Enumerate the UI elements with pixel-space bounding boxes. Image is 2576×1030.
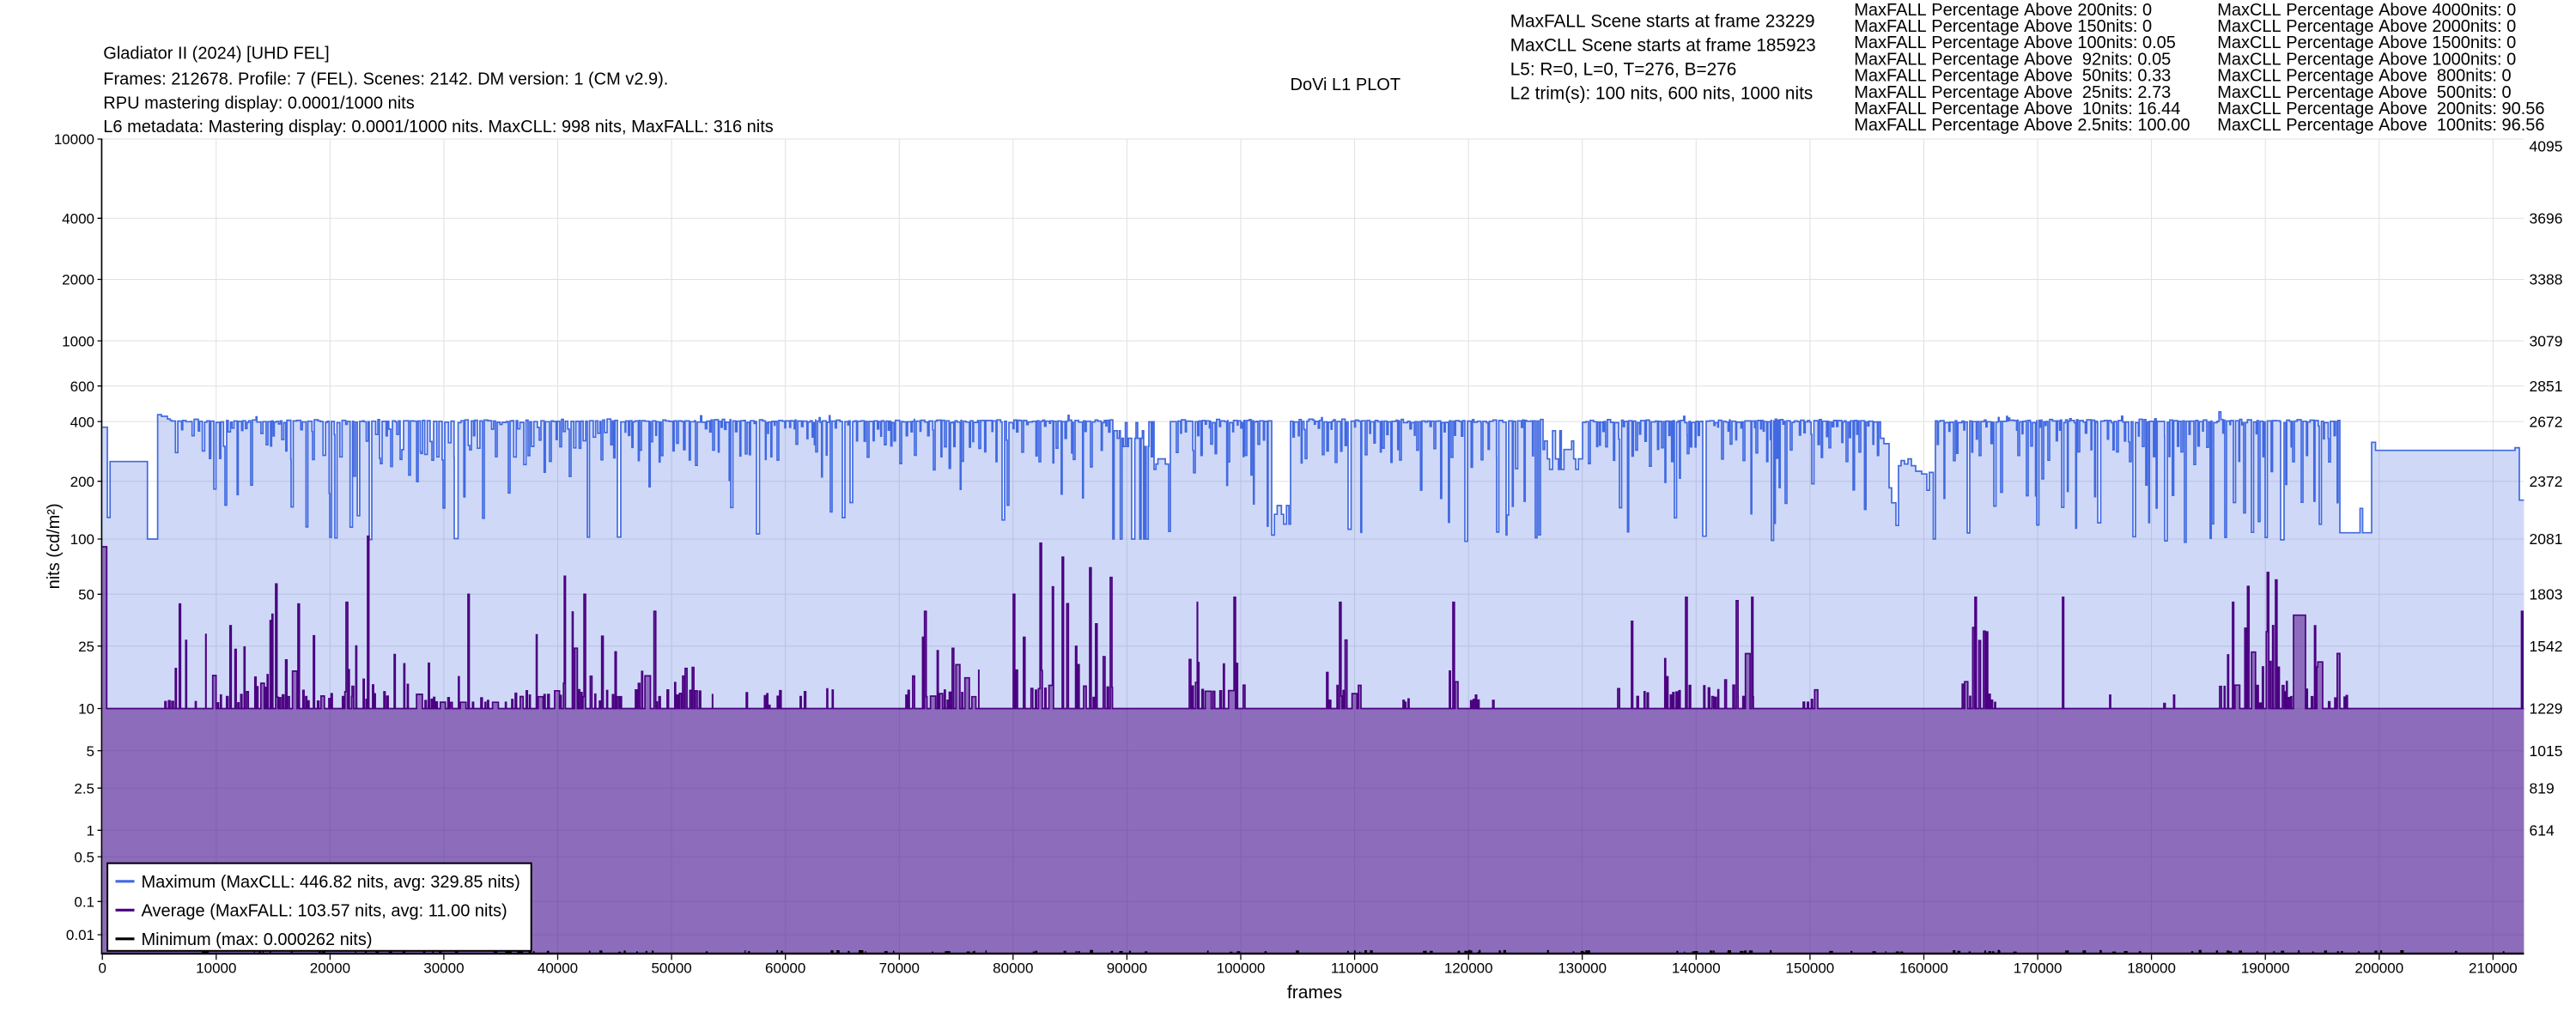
svg-text:Average (MaxFALL: 103.57 nits,: Average (MaxFALL: 103.57 nits, avg: 11.0… <box>142 902 507 921</box>
svg-text:MaxCLL Percentage Above 500ni: MaxCLL Percentage Above 500nits: 0 <box>2217 83 2511 102</box>
svg-text:2672: 2672 <box>2530 413 2563 430</box>
svg-text:5: 5 <box>87 743 94 760</box>
svg-text:Gladiator II (2024) [UHD FEL]: Gladiator II (2024) [UHD FEL] <box>103 44 329 63</box>
svg-text:170000: 170000 <box>2014 960 2063 977</box>
svg-text:L6 metadata: Mastering display: L6 metadata: Mastering display: 0.0001/1… <box>103 118 773 136</box>
svg-text:2372: 2372 <box>2530 473 2563 490</box>
svg-text:0.5: 0.5 <box>74 849 94 865</box>
svg-text:2851: 2851 <box>2530 378 2563 395</box>
svg-text:200: 200 <box>70 474 94 490</box>
svg-text:25: 25 <box>78 639 94 655</box>
svg-text:50000: 50000 <box>651 960 691 977</box>
svg-text:MaxCLL Percentage Above 1000ni: MaxCLL Percentage Above 1000nits: 0 <box>2217 50 2516 69</box>
svg-text:70000: 70000 <box>879 960 920 977</box>
svg-text:MaxFALL Percentage Above 100ni: MaxFALL Percentage Above 100nits: 0.05 <box>1854 33 2176 52</box>
svg-text:Minimum (max: 0.000262 nits): Minimum (max: 0.000262 nits) <box>142 930 373 949</box>
svg-text:200000: 200000 <box>2354 960 2403 977</box>
svg-text:110000: 110000 <box>1331 960 1378 977</box>
svg-text:4095: 4095 <box>2530 138 2563 155</box>
svg-text:180000: 180000 <box>2127 960 2176 977</box>
svg-text:50: 50 <box>78 587 94 603</box>
svg-text:150000: 150000 <box>1786 960 1835 977</box>
svg-text:1542: 1542 <box>2530 638 2563 655</box>
svg-text:MaxFALL Percentage Above 92ni: MaxFALL Percentage Above 92nits: 0.05 <box>1854 50 2171 69</box>
svg-text:MaxFALL Percentage Above 2.5ni: MaxFALL Percentage Above 2.5nits: 100.00 <box>1854 116 2190 135</box>
svg-text:L5: R=0, L=0, T=276, B=276: L5: R=0, L=0, T=276, B=276 <box>1510 60 1737 80</box>
svg-text:140000: 140000 <box>1672 960 1721 977</box>
svg-text:30000: 30000 <box>423 960 464 977</box>
svg-text:2000: 2000 <box>62 272 94 288</box>
svg-text:2081: 2081 <box>2530 530 2563 548</box>
svg-text:160000: 160000 <box>1899 960 1948 977</box>
svg-text:400: 400 <box>70 414 94 430</box>
svg-text:MaxFALL Percentage Above 150ni: MaxFALL Percentage Above 150nits: 0 <box>1854 17 2152 36</box>
svg-text:1015: 1015 <box>2530 742 2563 760</box>
svg-text:RPU mastering display: 0.0001/: RPU mastering display: 0.0001/1000 nits <box>103 94 414 113</box>
svg-text:MaxFALL Percentage Above 25ni: MaxFALL Percentage Above 25nits: 2.73 <box>1854 83 2171 102</box>
svg-text:MaxCLL Scene starts at frame 1: MaxCLL Scene starts at frame 185923 <box>1510 36 1816 56</box>
svg-text:4000: 4000 <box>62 211 94 227</box>
svg-text:600: 600 <box>70 379 94 395</box>
svg-text:Maximum (MaxCLL: 446.82 nits,: Maximum (MaxCLL: 446.82 nits, avg: 329.8… <box>142 873 520 892</box>
svg-text:MaxFALL Percentage Above 50ni: MaxFALL Percentage Above 50nits: 0.33 <box>1854 67 2171 86</box>
svg-text:MaxCLL Percentage Above 2000ni: MaxCLL Percentage Above 2000nits: 0 <box>2217 17 2516 36</box>
svg-text:819: 819 <box>2530 779 2555 797</box>
svg-text:10000: 10000 <box>196 960 236 977</box>
svg-text:MaxFALL Percentage Above 10ni: MaxFALL Percentage Above 10nits: 16.44 <box>1854 100 2180 118</box>
svg-text:1229: 1229 <box>2530 700 2563 718</box>
svg-text:MaxCLL Percentage Above 4000ni: MaxCLL Percentage Above 4000nits: 0 <box>2217 1 2516 20</box>
svg-text:MaxCLL Percentage Above 200ni: MaxCLL Percentage Above 200nits: 90.56 <box>2217 100 2544 118</box>
svg-text:Frames: 212678. Profile: 7 (FE: Frames: 212678. Profile: 7 (FEL). Scenes… <box>103 70 668 89</box>
svg-text:MaxCLL Percentage Above 1500ni: MaxCLL Percentage Above 1500nits: 0 <box>2217 33 2516 52</box>
svg-text:DoVi L1 PLOT: DoVi L1 PLOT <box>1291 76 1401 94</box>
svg-text:MaxFALL Scene starts at frame: MaxFALL Scene starts at frame 23229 <box>1510 12 1815 32</box>
svg-text:100: 100 <box>70 531 94 548</box>
svg-text:3388: 3388 <box>2530 271 2563 288</box>
svg-text:3696: 3696 <box>2530 210 2563 227</box>
svg-text:614: 614 <box>2530 822 2555 839</box>
svg-text:frames: frames <box>1287 983 1342 1003</box>
svg-text:MaxCLL Percentage Above 800ni: MaxCLL Percentage Above 800nits: 0 <box>2217 67 2511 86</box>
svg-text:L2 trim(s): 100 nits, 600 nits: L2 trim(s): 100 nits, 600 nits, 1000 nit… <box>1510 84 1814 104</box>
svg-text:190000: 190000 <box>2241 960 2290 977</box>
svg-text:40000: 40000 <box>538 960 578 977</box>
svg-text:80000: 80000 <box>993 960 1033 977</box>
svg-text:2.5: 2.5 <box>74 780 94 797</box>
svg-text:nits (cd/m²): nits (cd/m²) <box>45 503 64 589</box>
svg-text:3079: 3079 <box>2530 332 2563 349</box>
svg-text:100000: 100000 <box>1217 960 1266 977</box>
svg-text:1803: 1803 <box>2530 586 2563 603</box>
svg-text:1: 1 <box>87 823 94 839</box>
svg-text:20000: 20000 <box>310 960 350 977</box>
svg-text:60000: 60000 <box>765 960 805 977</box>
svg-text:MaxCLL Percentage Above 100ni: MaxCLL Percentage Above 100nits: 96.56 <box>2217 116 2544 135</box>
svg-text:130000: 130000 <box>1558 960 1607 977</box>
svg-text:0.01: 0.01 <box>66 927 94 943</box>
svg-text:210000: 210000 <box>2469 960 2518 977</box>
svg-text:90000: 90000 <box>1107 960 1147 977</box>
svg-text:10000: 10000 <box>54 131 94 148</box>
svg-text:10: 10 <box>78 701 94 718</box>
svg-text:120000: 120000 <box>1444 960 1493 977</box>
svg-text:0: 0 <box>98 960 106 977</box>
svg-text:0.1: 0.1 <box>74 894 94 911</box>
svg-text:1000: 1000 <box>62 333 94 349</box>
svg-text:MaxFALL Percentage Above 200ni: MaxFALL Percentage Above 200nits: 0 <box>1854 1 2152 20</box>
